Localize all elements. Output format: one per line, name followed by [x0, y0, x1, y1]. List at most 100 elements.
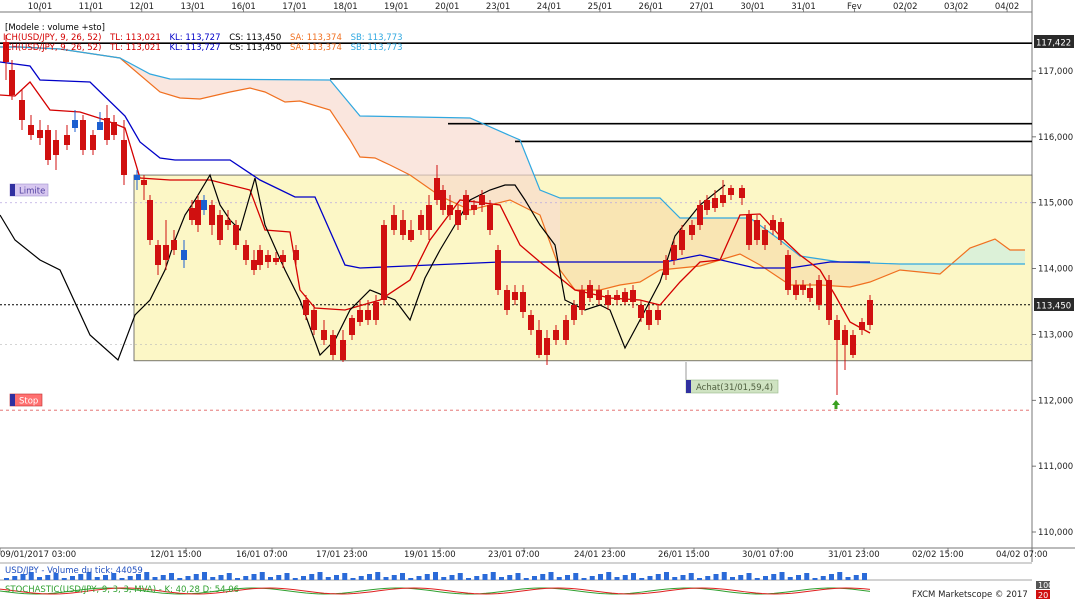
candle[interactable] [762, 225, 768, 250]
candle[interactable] [9, 60, 15, 100]
candle[interactable] [638, 300, 644, 322]
candle[interactable] [614, 290, 620, 305]
candle[interactable] [426, 195, 432, 240]
candle[interactable] [121, 120, 127, 185]
candle[interactable] [504, 285, 510, 315]
candle[interactable] [225, 210, 231, 230]
candle[interactable] [596, 285, 602, 305]
candle[interactable] [455, 205, 461, 230]
candle[interactable] [512, 285, 518, 305]
candle[interactable] [273, 252, 279, 265]
candle[interactable] [233, 220, 239, 250]
candle[interactable] [19, 90, 25, 130]
candle[interactable] [365, 300, 371, 325]
candle[interactable] [655, 305, 661, 325]
candle[interactable] [217, 210, 223, 245]
candle[interactable] [587, 280, 593, 302]
candle[interactable] [746, 210, 752, 250]
candle[interactable] [785, 250, 791, 295]
candle[interactable] [45, 125, 51, 165]
candle[interactable] [349, 315, 355, 340]
candle[interactable] [3, 35, 9, 80]
candle[interactable] [778, 218, 784, 245]
candle[interactable] [418, 210, 424, 235]
candle[interactable] [563, 315, 569, 345]
candle[interactable] [104, 105, 110, 145]
candle[interactable] [739, 185, 745, 205]
candle[interactable] [520, 285, 526, 318]
candle[interactable] [487, 200, 493, 235]
candle[interactable] [340, 330, 346, 362]
candle[interactable] [793, 280, 799, 300]
candle[interactable] [321, 320, 327, 345]
candle[interactable] [579, 285, 585, 315]
candle[interactable] [293, 245, 299, 265]
candle[interactable] [834, 315, 840, 395]
candle[interactable] [257, 245, 263, 270]
candle[interactable] [754, 215, 760, 245]
candle[interactable] [303, 295, 309, 320]
candle[interactable] [826, 275, 832, 325]
candle[interactable] [697, 200, 703, 230]
candle[interactable] [381, 220, 387, 305]
candle[interactable] [859, 318, 865, 335]
candle[interactable] [712, 190, 718, 212]
candle[interactable] [90, 130, 96, 155]
candle[interactable] [330, 330, 336, 360]
candle[interactable] [671, 240, 677, 265]
candle[interactable] [111, 115, 117, 140]
candle[interactable] [689, 220, 695, 240]
candle[interactable] [134, 170, 140, 190]
candle[interactable] [243, 240, 249, 265]
candle[interactable] [479, 190, 485, 212]
candle[interactable] [64, 125, 70, 150]
candle[interactable] [770, 215, 776, 235]
candle[interactable] [251, 250, 257, 275]
candle[interactable] [195, 195, 201, 232]
candle[interactable] [536, 320, 542, 358]
candle[interactable] [189, 200, 195, 225]
candle[interactable] [646, 305, 652, 330]
candle[interactable] [163, 220, 169, 270]
candle[interactable] [311, 305, 317, 335]
candle[interactable] [679, 225, 685, 255]
candle[interactable] [728, 185, 734, 200]
candle[interactable] [816, 275, 822, 310]
candle[interactable] [265, 250, 271, 268]
candle[interactable] [201, 195, 207, 215]
candle[interactable] [408, 220, 414, 242]
candle[interactable] [400, 210, 406, 240]
candle[interactable] [850, 330, 856, 358]
candle[interactable] [571, 300, 577, 325]
candle[interactable] [447, 195, 453, 220]
candle[interactable] [391, 205, 397, 235]
candle[interactable] [28, 115, 34, 140]
candle[interactable] [53, 130, 59, 170]
candle[interactable] [704, 195, 710, 215]
candle[interactable] [97, 112, 103, 130]
candle[interactable] [471, 200, 477, 215]
candle[interactable] [373, 295, 379, 325]
candle[interactable] [440, 185, 446, 215]
candle[interactable] [807, 283, 813, 302]
candle[interactable] [622, 288, 628, 305]
candle[interactable] [495, 245, 501, 295]
candle[interactable] [141, 175, 147, 200]
candle[interactable] [181, 240, 187, 268]
candle[interactable] [171, 230, 177, 255]
candle[interactable] [37, 120, 43, 145]
candle[interactable] [72, 110, 78, 132]
candle[interactable] [357, 300, 363, 326]
candle[interactable] [630, 285, 636, 308]
candle[interactable] [720, 180, 726, 207]
candle[interactable] [463, 190, 469, 220]
candle[interactable] [434, 165, 440, 205]
candle[interactable] [800, 280, 806, 295]
candle[interactable] [528, 310, 534, 335]
candle[interactable] [663, 255, 669, 280]
candle[interactable] [553, 325, 559, 345]
candle[interactable] [209, 200, 215, 235]
candle[interactable] [155, 240, 161, 275]
candle[interactable] [605, 290, 611, 310]
